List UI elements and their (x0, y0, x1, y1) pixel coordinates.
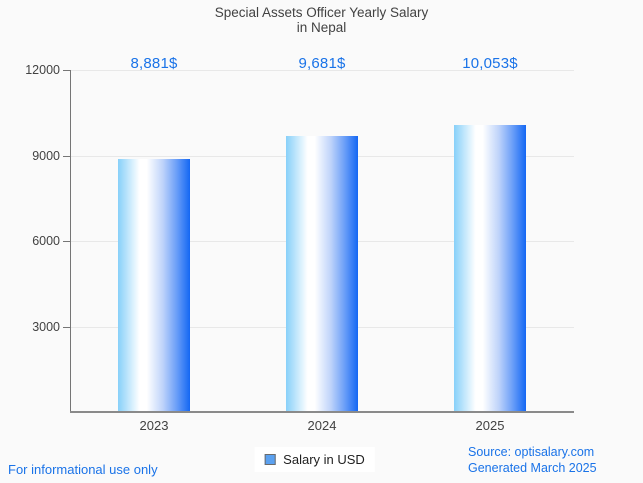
legend-label: Salary in USD (283, 452, 365, 467)
source-block: Source: optisalary.com Generated March 2… (468, 444, 597, 476)
gridline (71, 70, 574, 71)
bar-value-label: 9,681$ (298, 55, 346, 72)
y-axis-tick (63, 70, 70, 71)
bar-value-label: 8,881$ (130, 55, 178, 72)
generated-date: Generated March 2025 (468, 461, 597, 475)
bar[interactable] (286, 136, 358, 412)
x-axis-label: 2024 (307, 418, 337, 433)
y-axis-label: 3000 (32, 320, 60, 334)
y-axis-tick (63, 327, 70, 328)
legend-marker-icon (264, 454, 276, 465)
bar[interactable] (454, 125, 526, 412)
source-link[interactable]: Source: optisalary.com (468, 445, 595, 459)
y-axis-tick (63, 156, 70, 157)
chart-title-line2: in Nepal (296, 19, 347, 35)
y-axis-label: 9000 (32, 149, 60, 163)
x-axis-label: 2025 (475, 418, 505, 433)
y-axis-tick (63, 241, 70, 242)
y-axis-label: 6000 (32, 234, 60, 248)
y-axis-label: 12000 (25, 63, 60, 77)
chart-title: Special Assets Officer Yearly Salary in … (0, 5, 643, 35)
x-axis-line (70, 411, 574, 413)
bar[interactable] (118, 159, 190, 412)
chart-title-line1: Special Assets Officer Yearly Salary (214, 5, 429, 20)
x-axis-label: 2023 (139, 418, 169, 433)
legend[interactable]: Salary in USD (254, 447, 375, 472)
disclaimer-text: For informational use only (8, 462, 158, 477)
bar-value-label: 10,053$ (462, 55, 518, 72)
y-axis-line (70, 70, 71, 413)
